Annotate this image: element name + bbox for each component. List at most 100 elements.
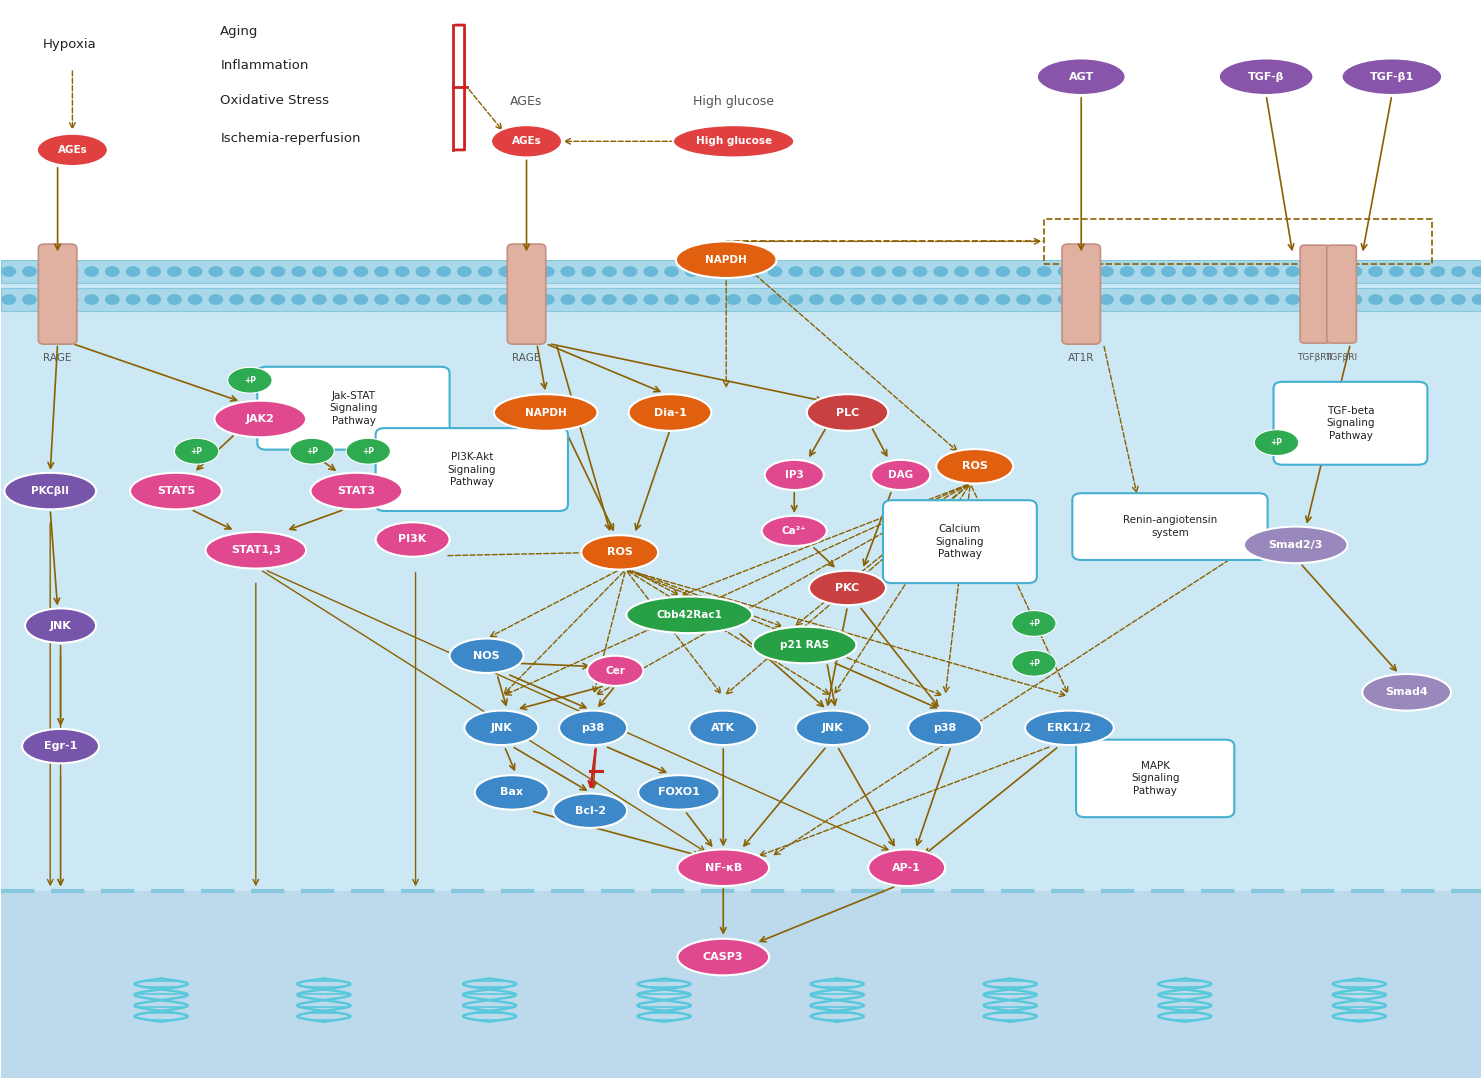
Circle shape xyxy=(1347,295,1362,305)
Text: STAT5: STAT5 xyxy=(157,486,196,496)
Circle shape xyxy=(871,267,886,277)
Circle shape xyxy=(313,267,328,277)
Ellipse shape xyxy=(22,729,99,763)
Ellipse shape xyxy=(627,597,751,633)
Circle shape xyxy=(1140,295,1154,305)
Text: JNK: JNK xyxy=(823,723,843,733)
Text: TGF-beta
Signaling
Pathway: TGF-beta Signaling Pathway xyxy=(1326,406,1375,440)
Ellipse shape xyxy=(464,711,538,746)
Text: TGF-β1: TGF-β1 xyxy=(1369,71,1414,82)
Circle shape xyxy=(1181,295,1196,305)
Circle shape xyxy=(622,295,637,305)
FancyBboxPatch shape xyxy=(375,428,568,511)
Circle shape xyxy=(292,267,307,277)
Circle shape xyxy=(64,295,79,305)
Ellipse shape xyxy=(311,473,402,509)
Ellipse shape xyxy=(4,473,96,509)
Circle shape xyxy=(456,267,471,277)
Ellipse shape xyxy=(581,535,658,570)
Circle shape xyxy=(1120,295,1135,305)
Circle shape xyxy=(22,295,37,305)
Ellipse shape xyxy=(175,438,219,464)
Text: Ischemia-reperfusion: Ischemia-reperfusion xyxy=(221,132,360,145)
Ellipse shape xyxy=(673,125,794,158)
Ellipse shape xyxy=(206,532,307,569)
Ellipse shape xyxy=(1243,527,1347,563)
Circle shape xyxy=(1306,267,1320,277)
Circle shape xyxy=(1202,267,1217,277)
Circle shape xyxy=(975,295,990,305)
Text: High glucose: High glucose xyxy=(694,95,774,108)
Circle shape xyxy=(353,267,368,277)
Circle shape xyxy=(788,267,803,277)
Circle shape xyxy=(313,295,328,305)
Circle shape xyxy=(975,267,990,277)
Text: p21 RAS: p21 RAS xyxy=(780,640,828,650)
Circle shape xyxy=(788,295,803,305)
Circle shape xyxy=(892,267,907,277)
Circle shape xyxy=(560,295,575,305)
Ellipse shape xyxy=(37,134,108,166)
Circle shape xyxy=(1389,267,1403,277)
Text: Cbb42Rac1: Cbb42Rac1 xyxy=(657,610,722,619)
Circle shape xyxy=(209,267,224,277)
Circle shape xyxy=(1160,267,1175,277)
Text: Renin-angiotensin
system: Renin-angiotensin system xyxy=(1123,516,1217,537)
Text: +P: +P xyxy=(1029,659,1040,668)
Ellipse shape xyxy=(1341,58,1442,95)
Text: Smad2/3: Smad2/3 xyxy=(1269,540,1323,550)
Circle shape xyxy=(1243,267,1258,277)
Ellipse shape xyxy=(809,571,886,605)
Text: Smad4: Smad4 xyxy=(1386,687,1429,697)
Ellipse shape xyxy=(762,516,827,546)
Text: p38: p38 xyxy=(934,723,957,733)
Text: Bcl-2: Bcl-2 xyxy=(575,806,606,816)
Circle shape xyxy=(394,295,409,305)
Ellipse shape xyxy=(1026,711,1114,746)
Circle shape xyxy=(996,267,1011,277)
Circle shape xyxy=(1223,295,1237,305)
Circle shape xyxy=(22,267,37,277)
Circle shape xyxy=(560,267,575,277)
Text: +P: +P xyxy=(1029,619,1040,628)
Text: NAPDH: NAPDH xyxy=(705,255,747,264)
FancyBboxPatch shape xyxy=(1326,245,1356,343)
Circle shape xyxy=(934,295,948,305)
Circle shape xyxy=(250,267,265,277)
Circle shape xyxy=(1264,295,1279,305)
Ellipse shape xyxy=(1362,674,1451,711)
Ellipse shape xyxy=(677,939,769,975)
FancyBboxPatch shape xyxy=(39,244,77,344)
Circle shape xyxy=(581,295,596,305)
Ellipse shape xyxy=(375,522,449,557)
Text: +P: +P xyxy=(191,447,203,455)
Circle shape xyxy=(1100,295,1114,305)
Circle shape xyxy=(1,295,16,305)
Circle shape xyxy=(498,295,513,305)
Text: Aging: Aging xyxy=(221,25,259,38)
Text: AGEs: AGEs xyxy=(511,136,541,147)
Circle shape xyxy=(126,295,141,305)
Ellipse shape xyxy=(1012,611,1057,637)
Circle shape xyxy=(664,267,679,277)
Text: ROS: ROS xyxy=(606,547,633,558)
Ellipse shape xyxy=(937,449,1014,483)
Text: PKCβII: PKCβII xyxy=(31,486,70,496)
Ellipse shape xyxy=(559,711,627,746)
Text: JNK: JNK xyxy=(491,723,513,733)
Circle shape xyxy=(768,295,782,305)
Circle shape xyxy=(1472,295,1482,305)
Ellipse shape xyxy=(474,775,548,809)
Circle shape xyxy=(1451,267,1466,277)
Circle shape xyxy=(830,295,845,305)
Circle shape xyxy=(871,295,886,305)
Text: DAG: DAG xyxy=(888,470,913,480)
Text: p38: p38 xyxy=(581,723,605,733)
FancyBboxPatch shape xyxy=(1063,244,1101,344)
Circle shape xyxy=(1409,267,1424,277)
Circle shape xyxy=(1017,267,1031,277)
Circle shape xyxy=(1079,267,1094,277)
Ellipse shape xyxy=(1254,429,1298,455)
Text: RAGE: RAGE xyxy=(43,353,71,363)
Circle shape xyxy=(84,267,99,277)
